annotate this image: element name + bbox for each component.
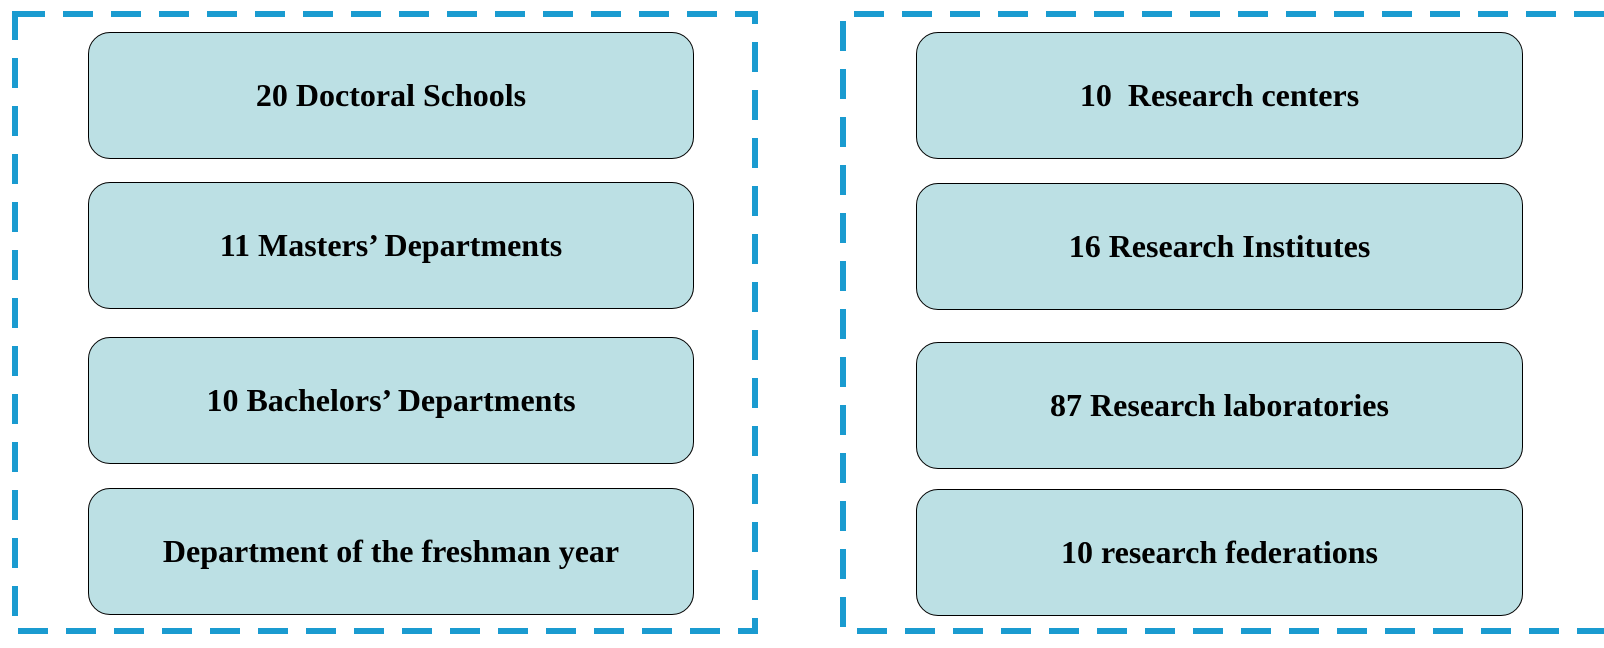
left-panel-border bbox=[12, 11, 758, 634]
box: 20 Doctoral Schools bbox=[88, 32, 694, 159]
box: Department of the freshman year bbox=[88, 488, 694, 615]
right-panel-border bbox=[840, 11, 1604, 634]
box: 11 Masters’ Departments bbox=[88, 182, 694, 309]
box: 10 Bachelors’ Departments bbox=[88, 337, 694, 464]
box: 10 Research centers bbox=[916, 32, 1523, 159]
box: 16 Research Institutes bbox=[916, 183, 1523, 310]
box: 10 research federations bbox=[916, 489, 1523, 616]
box: 87 Research laboratories bbox=[916, 342, 1523, 469]
